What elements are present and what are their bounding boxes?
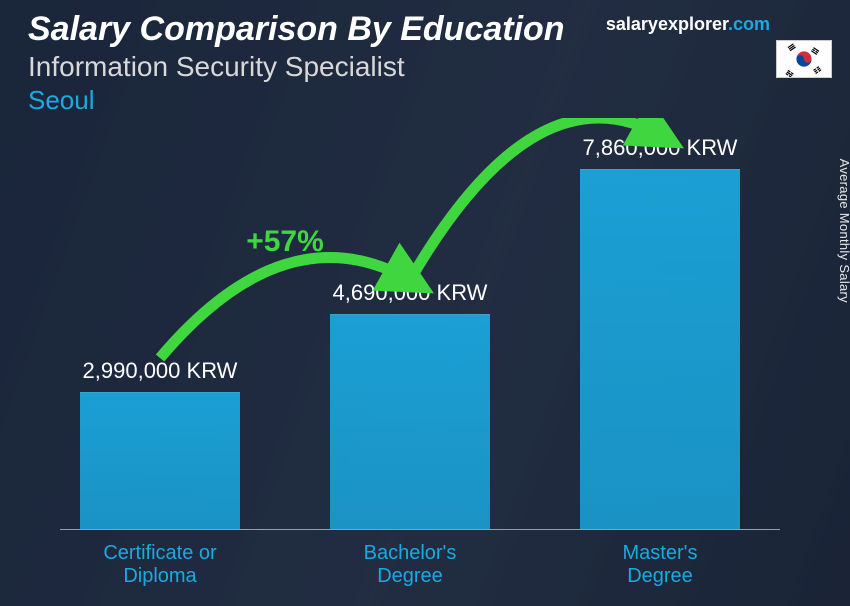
chart-baseline <box>60 529 780 530</box>
bar <box>80 392 240 529</box>
bar-value: 2,990,000 KRW <box>40 358 280 384</box>
chart-subtitle: Information Security Specialist <box>28 51 830 83</box>
increase-pct: +57% <box>246 225 324 258</box>
bar-value: 4,690,000 KRW <box>290 280 530 306</box>
bar <box>330 314 490 529</box>
bar-label: Master'sDegree <box>560 542 760 588</box>
bar-value: 7,860,000 KRW <box>540 135 780 161</box>
bar-label: Certificate orDiploma <box>60 542 260 588</box>
salary-bar-chart: 2,990,000 KRWCertificate orDiploma4,690,… <box>60 118 780 588</box>
brand-label: salaryexplorer.com <box>606 14 770 35</box>
y-axis-label: Average Monthly Salary <box>837 159 850 303</box>
bar <box>580 169 740 529</box>
bar-label: Bachelor'sDegree <box>310 542 510 588</box>
brand-tld: .com <box>728 14 770 34</box>
brand-name: salaryexplorer <box>606 14 728 34</box>
chart-location: Seoul <box>28 85 830 116</box>
country-flag-icon <box>776 40 832 78</box>
